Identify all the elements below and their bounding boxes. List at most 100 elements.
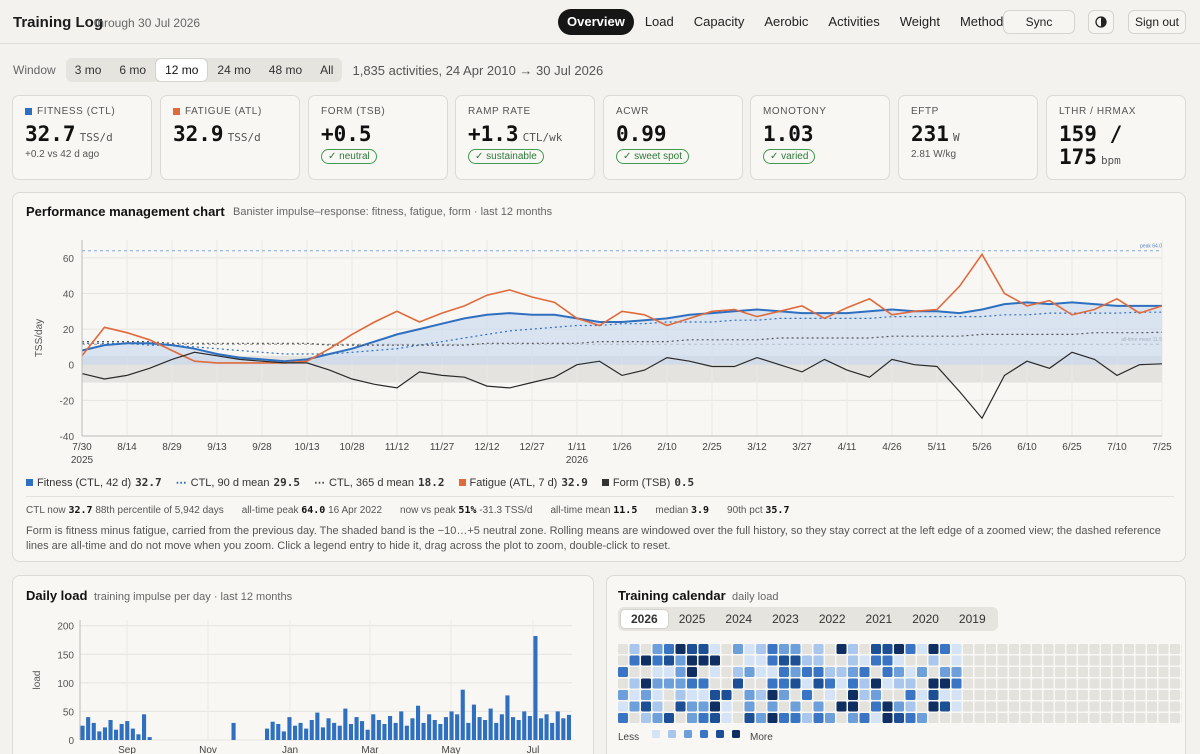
- load-bar: [516, 720, 521, 740]
- legend-label: CTL, 90 d mean: [190, 476, 270, 489]
- window-6mo[interactable]: 6 mo: [119, 63, 147, 77]
- window-all[interactable]: All: [320, 63, 334, 77]
- calendar-day-cell: [905, 690, 916, 700]
- calendar-day-cell: [618, 690, 628, 700]
- calendar-day-cell: [1112, 701, 1123, 712]
- calendar-day-cell: [698, 667, 709, 677]
- nav-load[interactable]: Load: [644, 14, 674, 29]
- window-48mo[interactable]: 48 mo: [268, 63, 303, 77]
- calendar-day-cell: [894, 713, 904, 723]
- calendar-day-cell: [1170, 667, 1180, 677]
- calendar-day-cell: [1181, 667, 1182, 677]
- year-tab-2020[interactable]: 2020: [912, 612, 939, 626]
- calendar-day-cell: [1170, 655, 1180, 666]
- x-tick-label: 10/13: [294, 442, 319, 453]
- year-tab-2022[interactable]: 2022: [818, 612, 846, 626]
- daily-load-chart[interactable]: 0 50 100 150 200 Sep Nov Jan Mar May Jul load: [20, 610, 585, 754]
- nav-aerobic[interactable]: Aerobic: [764, 14, 809, 29]
- legend-form[interactable]: Form (TSB) 0.5: [601, 476, 694, 489]
- calendar-day-cell: [882, 678, 893, 689]
- pmc-chart[interactable]: -40 -20 0 20 40 60 7/30 8/14 8/29 9/13 9/28 10/13 10…: [20, 230, 1180, 475]
- calendar-subtitle: daily load: [732, 591, 779, 603]
- year-tab-2026[interactable]: 2026: [620, 609, 669, 629]
- load-bar: [449, 711, 454, 740]
- nav-overview[interactable]: Overview: [558, 9, 634, 35]
- nav-activities[interactable]: Activities: [828, 14, 880, 29]
- pmc-legend: Fitness (CTL, 42 d) 32.7 ⋯ CTL, 90 d mean…: [26, 476, 694, 489]
- calendar-day-cell: [951, 713, 962, 723]
- calendar-day-cell: [779, 644, 789, 654]
- load-bar: [421, 722, 426, 740]
- legend-ctl-90[interactable]: ⋯ CTL, 90 d mean 29.5: [176, 476, 300, 489]
- window-3mo[interactable]: 3 mo: [74, 63, 102, 77]
- calendar-day-cell: [756, 667, 766, 677]
- year-tab-2023[interactable]: 2023: [772, 612, 799, 626]
- calendar-day-cell: [1147, 713, 1157, 723]
- calendar-day-cell: [1158, 667, 1169, 677]
- calendar-day-cell: [974, 701, 985, 712]
- calendar-day-cell: [940, 690, 950, 700]
- sign-out-button[interactable]: Sign out: [1128, 10, 1186, 34]
- calendar-day-cell: [790, 667, 801, 677]
- kpi-acwr: ACWR 0.99 ✓ sweet spot: [603, 95, 743, 180]
- calendar-day-cell: [1043, 667, 1054, 677]
- load-bar: [125, 721, 130, 740]
- load-bar: [360, 721, 365, 740]
- stat-key: now vs peak: [400, 505, 456, 516]
- calendar-heatmap[interactable]: Less More: [612, 640, 1182, 754]
- calendar-day-cell: [652, 678, 663, 689]
- ctl-90d-mean-line: [82, 311, 1162, 355]
- calendar-day-cell: [710, 644, 720, 654]
- calendar-day-cell: [1147, 667, 1157, 677]
- calendar-day-cell: [894, 667, 904, 677]
- legend-fatigue[interactable]: Fatigue (ATL, 7 d) 32.9: [458, 476, 588, 489]
- calendar-day-cell: [721, 713, 732, 723]
- calendar-day-cell: [1078, 678, 1088, 689]
- year-tab-2025[interactable]: 2025: [678, 612, 706, 626]
- nav-methods[interactable]: Methods: [959, 14, 1010, 29]
- calendar-day-cell: [825, 678, 835, 689]
- load-bar: [337, 725, 342, 740]
- calendar-day-cell: [1089, 701, 1100, 712]
- calendar-day-cell: [687, 701, 697, 712]
- legend-fitness[interactable]: Fitness (CTL, 42 d) 32.7: [26, 476, 162, 489]
- load-bar: [102, 727, 107, 740]
- legend-ctl-365[interactable]: ⋯ CTL, 365 d mean 18.2: [314, 476, 445, 489]
- fitness-swatch: [25, 108, 32, 115]
- calendar-day-cell: [940, 655, 950, 666]
- calendar-day-cell: [986, 678, 996, 689]
- calendar-day-cell: [825, 701, 835, 712]
- nav-capacity[interactable]: Capacity: [693, 14, 745, 29]
- y-tick-label: 0: [68, 361, 74, 372]
- calendar-day-cell: [710, 701, 720, 712]
- load-bar: [265, 728, 270, 740]
- year-tab-2024[interactable]: 2024: [725, 612, 753, 626]
- calendar-day-cell: [1020, 701, 1031, 712]
- calendar-day-cell: [1089, 678, 1100, 689]
- window-24mo[interactable]: 24 mo: [217, 63, 251, 77]
- calendar-day-cell: [1112, 678, 1123, 689]
- calendar-day-cell: [802, 678, 812, 689]
- ramp-badge: ✓ sustainable: [468, 149, 544, 164]
- x-tick-label: Mar: [361, 745, 379, 754]
- load-bar: [326, 718, 331, 740]
- calendar-day-cell: [733, 644, 743, 654]
- x-tick-label: 4/11: [838, 442, 857, 453]
- calendar-day-cell: [629, 644, 640, 654]
- calendar-day-cell: [882, 667, 893, 677]
- calendar-day-cell: [675, 667, 686, 677]
- y-tick-label: -40: [60, 432, 75, 443]
- window-12mo[interactable]: 12 mo: [155, 58, 209, 82]
- calendar-day-cell: [1043, 644, 1054, 654]
- calendar-day-cell: [951, 678, 962, 689]
- calendar-day-cell: [825, 644, 835, 654]
- nav-weight[interactable]: Weight: [899, 14, 940, 29]
- calendar-day-cell: [1147, 690, 1157, 700]
- theme-toggle-button[interactable]: [1088, 10, 1114, 34]
- calendar-day-cell: [1089, 667, 1100, 677]
- sync-button[interactable]: Sync: [1003, 10, 1075, 34]
- calendar-day-cell: [675, 701, 686, 712]
- year-tab-2019[interactable]: 2019: [958, 612, 986, 626]
- app-title[interactable]: Training Log: [13, 14, 103, 31]
- year-tab-2021[interactable]: 2021: [865, 612, 893, 626]
